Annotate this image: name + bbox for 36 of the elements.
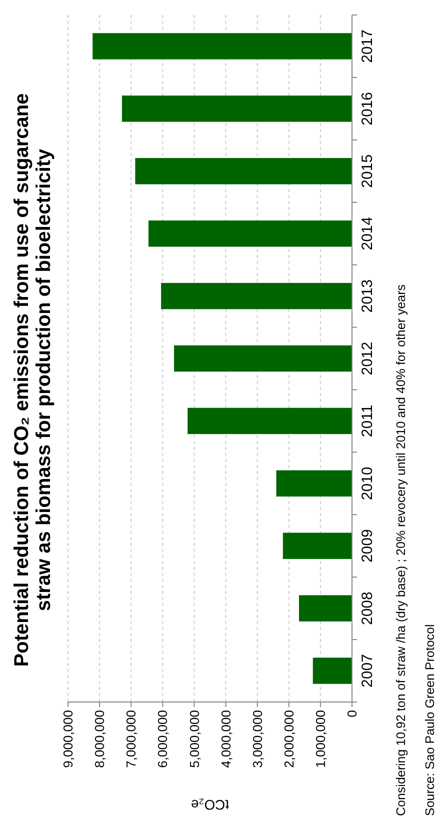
bar	[122, 96, 352, 122]
x-tick-label: 2,000,000	[281, 710, 296, 768]
x-tick-label: 1,000,000	[312, 710, 328, 768]
x-tick-label: 8,000,000	[92, 710, 108, 768]
x-axis-title: tCO₂e	[190, 797, 230, 813]
y-tick-label: 2010	[359, 466, 376, 500]
bar	[135, 158, 352, 184]
x-tick-label: 0	[344, 710, 360, 718]
bar	[282, 532, 352, 559]
bar	[174, 345, 352, 372]
bar	[298, 595, 352, 622]
bar	[312, 658, 352, 684]
y-tick-label: 2007	[359, 654, 376, 688]
source-note: Source: Sao Paulo Green Protocol	[423, 624, 437, 816]
y-tick-label: 2015	[359, 154, 376, 188]
bar	[148, 220, 352, 247]
bar	[92, 33, 352, 60]
x-tick-label: 5,000,000	[186, 710, 202, 768]
x-tick-label: 6,000,000	[155, 710, 170, 768]
y-tick-label: 2017	[359, 30, 376, 63]
y-tick-label: 2014	[359, 216, 376, 250]
x-tick-label: 4,000,000	[218, 710, 234, 768]
x-tick-label: 3,000,000	[250, 710, 265, 768]
bar	[276, 470, 352, 497]
y-tick-label: 2009	[359, 529, 376, 563]
x-tick-label: 7,000,000	[124, 710, 139, 768]
y-tick-label: 2008	[359, 592, 376, 626]
bar	[188, 408, 352, 434]
text: Potential reduction of CO₂ emissions from use of sugarcane straw as biomass for production of bioelectricity	[11, 93, 55, 667]
bar	[161, 282, 352, 310]
x-tick-label: 9,000,000	[60, 710, 76, 768]
y-tick-label: 2016	[359, 92, 376, 126]
y-tick-label: 2012	[359, 342, 376, 376]
text: Considering 10,92 ton of straw /ha (dry base) ; 20% revocery until 2010 and 40% for other years	[394, 284, 408, 816]
y-tick-label: 2013	[359, 279, 376, 313]
y-tick-label: 2011	[359, 404, 376, 438]
